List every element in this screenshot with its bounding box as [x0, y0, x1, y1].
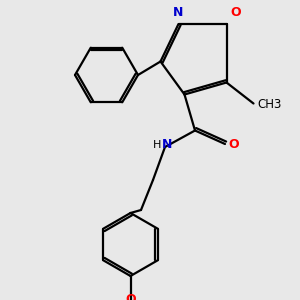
Text: O: O — [230, 7, 241, 20]
Text: N: N — [173, 6, 184, 19]
Text: CH3: CH3 — [257, 98, 281, 112]
Text: O: O — [125, 293, 136, 300]
Text: H: H — [152, 140, 161, 150]
Text: N: N — [162, 138, 172, 151]
Text: O: O — [229, 137, 239, 151]
